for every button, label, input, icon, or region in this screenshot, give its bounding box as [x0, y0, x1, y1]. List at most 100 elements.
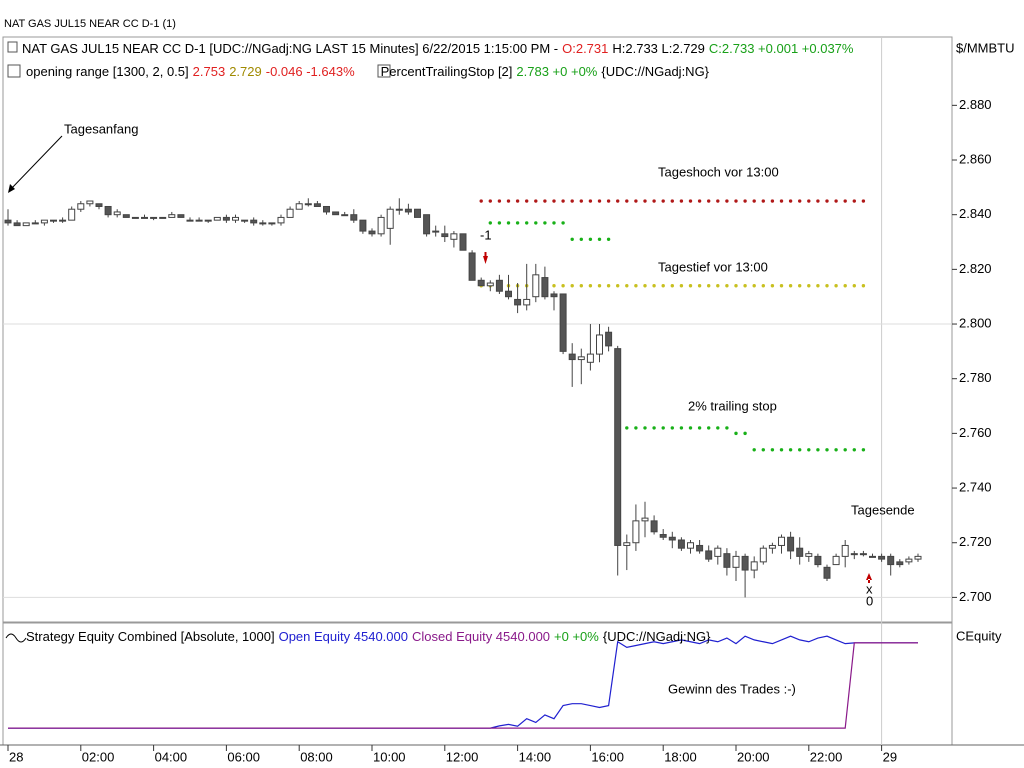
indicator-dot [834, 448, 838, 452]
candle-body [377, 216, 385, 235]
indicator-dot [679, 426, 684, 430]
legend-text: 2.753 [192, 64, 226, 79]
candle-body [277, 216, 285, 224]
candle-body [159, 216, 167, 219]
indicator-dot [861, 448, 866, 452]
x-tick-label: 14:00 [519, 749, 552, 764]
candle-body [805, 553, 813, 557]
candle-body [677, 539, 685, 549]
indicator-dot [570, 237, 574, 241]
legend-text: -0.046 -1.643% [265, 64, 355, 79]
candle-body [723, 553, 731, 568]
candle-body [869, 555, 876, 558]
indicator-dot [825, 448, 829, 452]
candle-body [313, 203, 321, 207]
candle-body [186, 219, 194, 222]
candle-body [878, 555, 886, 560]
indicator-dot [843, 199, 847, 203]
x-tick-label: 29 [883, 749, 897, 764]
y-tick-label: 2.760 [959, 425, 992, 440]
indicator-dot [798, 199, 802, 203]
candle-body [386, 208, 394, 229]
indicator-dot [779, 199, 784, 203]
x-tick-label: 16:00 [591, 749, 624, 764]
indicator-dot [752, 284, 756, 288]
candle-body [423, 214, 431, 235]
indicator-dot [770, 448, 775, 452]
indicator-dot [816, 199, 820, 203]
indicator-dot [561, 221, 565, 225]
annotation: Tagesende [851, 502, 915, 517]
indicator-dot [788, 284, 793, 288]
icon [5, 633, 27, 643]
annotation: Gewinn des Trades :-) [668, 681, 796, 696]
candle-body [914, 555, 922, 560]
indicator-dot [661, 426, 665, 430]
y-tick-label: 2.840 [959, 206, 992, 221]
indicator-dot [497, 199, 502, 203]
indicator-dot [616, 199, 620, 203]
candle-body [95, 203, 103, 207]
indicator-dot [552, 221, 556, 225]
indicator-dot [834, 199, 838, 203]
legend-text: 2.729 [229, 64, 262, 79]
candle-body [905, 558, 913, 563]
candle-body [523, 298, 531, 306]
indicator-dot [634, 284, 638, 288]
x-tick-label: 20:00 [737, 749, 770, 764]
candle-body [232, 216, 239, 221]
candle-body [768, 544, 776, 549]
indicator-dot [525, 221, 529, 225]
indicator-dot [697, 199, 702, 203]
x-tick-label: 12:00 [446, 749, 479, 764]
candle-body [395, 208, 403, 211]
x-tick-label: 28 [9, 749, 23, 764]
indicator-dot [606, 284, 611, 288]
indicator-dot [734, 284, 738, 288]
indicator-dot [843, 284, 847, 288]
candle-body [641, 517, 649, 522]
indicator-dot [588, 199, 593, 203]
indicator-dot [743, 284, 747, 288]
candle-body [432, 230, 440, 233]
x-tick-label: 08:00 [300, 749, 333, 764]
candle-body [577, 356, 585, 361]
candle-body [404, 208, 412, 213]
candle-body [887, 555, 895, 566]
indicator-dot [852, 199, 856, 203]
sell-marker [483, 252, 488, 264]
indicator-dot [697, 426, 702, 430]
candle-body [541, 277, 549, 298]
icon [7, 64, 21, 78]
legend-text: {UDC://NGadj:NG} [601, 64, 710, 79]
candle-body [59, 219, 67, 222]
indicator-dot [679, 199, 684, 203]
legend-text: Open Equity 4540.000 [278, 629, 408, 644]
candle-body [195, 219, 203, 222]
x-tick-label: 04:00 [155, 749, 188, 764]
indicator-dot [716, 199, 720, 203]
candle-body [68, 208, 76, 221]
candle-body [787, 536, 795, 552]
candle-body [259, 222, 267, 225]
candle-body [687, 542, 694, 549]
indicator-dot [807, 284, 811, 288]
indicator-dot [816, 284, 820, 288]
indicator-dot [707, 284, 711, 288]
candle-body [832, 555, 840, 566]
indicator-dot [534, 221, 538, 225]
y-tick-label: 2.860 [959, 151, 992, 166]
indicator-dot [561, 199, 565, 203]
candle-body [732, 555, 740, 568]
indicator-dot [579, 237, 583, 241]
indicator-dot [716, 426, 720, 430]
candle-body [586, 353, 594, 363]
indicator-dot [506, 199, 511, 203]
x-tick-label: 06:00 [227, 749, 260, 764]
candle-body [104, 205, 112, 216]
candle-body [514, 298, 522, 306]
indicator-dot [752, 199, 756, 203]
annotation: 0 [866, 593, 873, 608]
y-axis-label: $/MMBTU [956, 40, 1015, 55]
